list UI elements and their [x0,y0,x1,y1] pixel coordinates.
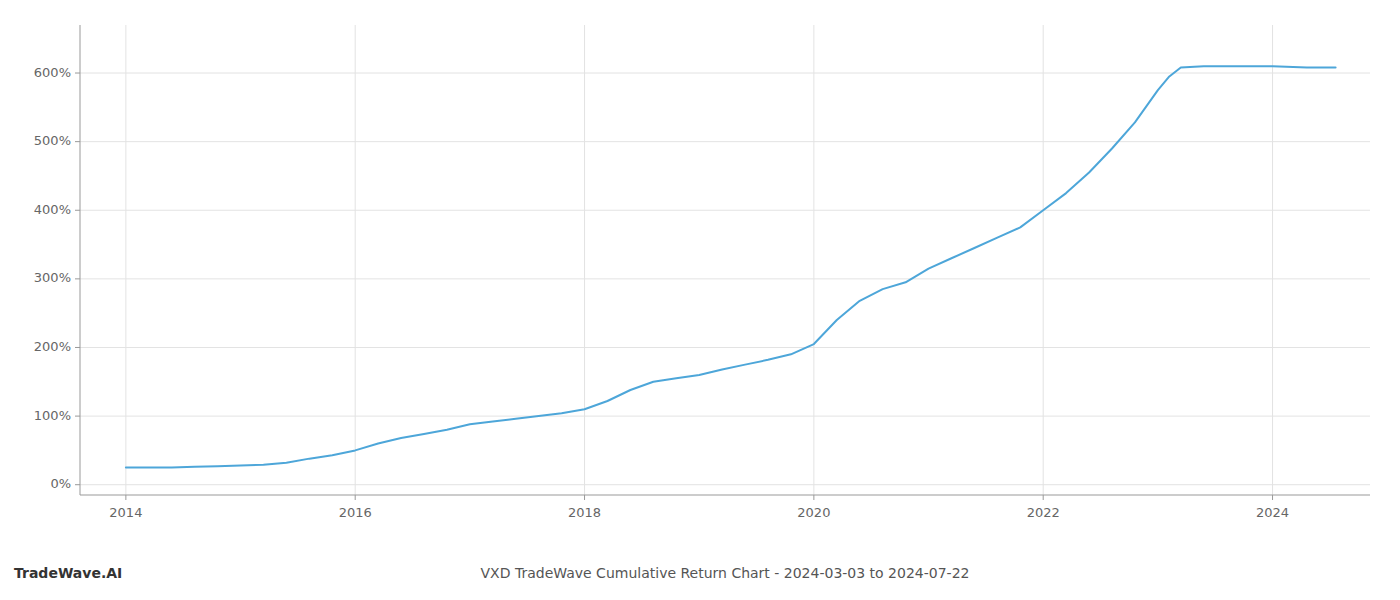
y-tick [75,347,80,348]
plot-area [126,66,1336,467]
y-axis-line [80,25,81,495]
chart-container: 0% 100% 200% 300% 400% 500% 600% 2014 2016 2018 20… [0,0,1400,600]
x-grid-line [584,25,585,495]
x-grid-line [355,25,356,495]
y-grid-line [80,210,1370,211]
x-tick [125,495,126,500]
x-tick-label: 2024 [1256,505,1289,520]
x-tick [1272,495,1273,500]
y-tick-label: 400% [34,202,71,217]
x-tick-label: 2014 [109,505,142,520]
y-tick [75,210,80,211]
y-grid-line [80,416,1370,417]
x-tick-label: 2022 [1027,505,1060,520]
y-tick-label: 300% [34,270,71,285]
watermark: TradeWave.AI [14,565,122,581]
y-tick-label: 600% [34,65,71,80]
y-tick-label: 500% [34,133,71,148]
x-grid-line [1272,25,1273,495]
x-grid-line [813,25,814,495]
x-tick [1043,495,1044,500]
y-tick [75,141,80,142]
x-tick-label: 2018 [568,505,601,520]
x-tick [813,495,814,500]
y-grid-line [80,484,1370,485]
y-tick [75,73,80,74]
y-tick [75,484,80,485]
y-grid-line [80,73,1370,74]
y-grid-line [80,278,1370,279]
y-tick [75,416,80,417]
background [0,0,1400,600]
axes: 0% 100% 200% 300% 400% 500% 600% 2014 2016 2018 20… [34,25,1370,520]
line-series [126,66,1336,467]
y-tick-label: 0% [50,476,71,491]
x-tick-label: 2016 [339,505,372,520]
x-grid-line [125,25,126,495]
chart-title: VXD TradeWave Cumulative Return Chart - … [481,565,970,581]
grid [80,25,1370,495]
y-tick [75,278,80,279]
y-grid-line [80,141,1370,142]
x-axis-line [80,495,1370,496]
y-grid-line [80,347,1370,348]
y-tick-label: 200% [34,339,71,354]
x-tick-label: 2020 [797,505,830,520]
y-tick-label: 100% [34,408,71,423]
chart-svg: 0% 100% 200% 300% 400% 500% 600% 2014 2016 2018 20… [0,0,1400,600]
x-grid-line [1043,25,1044,495]
x-tick [355,495,356,500]
x-tick [584,495,585,500]
